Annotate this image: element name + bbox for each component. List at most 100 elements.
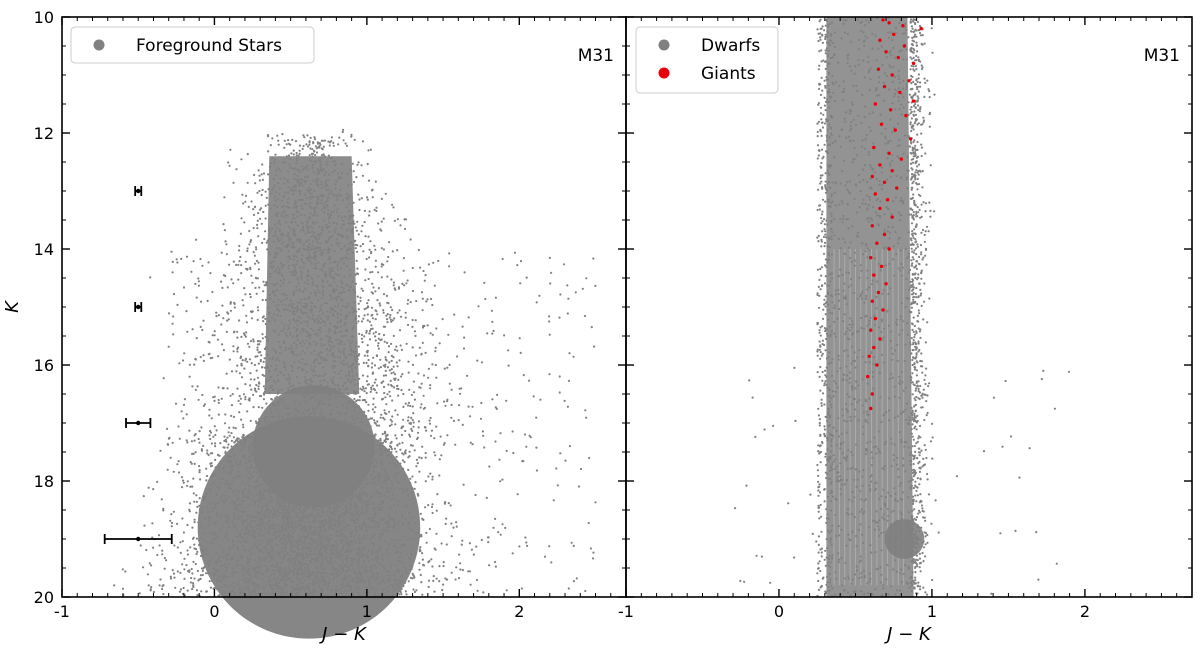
foreground-star-point xyxy=(198,469,201,472)
foreground-star-point xyxy=(357,161,360,164)
foreground-star-point xyxy=(379,439,382,442)
foreground-star-point xyxy=(385,412,388,415)
foreground-star-point xyxy=(357,363,360,366)
foreground-star-point xyxy=(396,249,399,252)
foreground-star-point xyxy=(139,544,142,547)
foreground-star-point xyxy=(408,455,411,458)
foreground-star-point xyxy=(442,443,445,446)
foreground-star-point xyxy=(360,320,364,323)
foreground-star-point xyxy=(246,153,249,156)
foreground-star-point xyxy=(248,345,251,348)
foreground-star-point xyxy=(214,458,217,461)
foreground-star-point xyxy=(195,589,199,592)
foreground-star-point xyxy=(400,348,403,351)
foreground-star-point xyxy=(356,399,359,402)
foreground-star-point xyxy=(226,286,229,289)
foreground-star-point xyxy=(360,164,363,167)
foreground-star-point xyxy=(409,477,412,480)
foreground-star-point xyxy=(389,318,392,321)
foreground-star-point xyxy=(248,358,251,361)
foreground-star-point xyxy=(295,154,298,157)
foreground-star-point xyxy=(395,450,398,453)
foreground-star-point xyxy=(244,293,247,296)
foreground-star-point xyxy=(411,405,414,408)
foreground-star-point xyxy=(371,371,375,374)
foreground-star-point xyxy=(337,143,340,146)
foreground-star-point xyxy=(302,144,305,148)
foreground-star-point xyxy=(380,247,383,250)
foreground-star-point xyxy=(233,306,236,309)
foreground-star-point xyxy=(373,411,376,414)
foreground-star-point xyxy=(226,311,229,314)
foreground-star-point xyxy=(196,594,199,597)
foreground-star-point xyxy=(401,441,404,444)
foreground-star-point xyxy=(242,423,245,426)
foreground-star-point xyxy=(379,416,382,419)
foreground-star-point xyxy=(393,378,396,381)
foreground-star-point xyxy=(378,302,381,305)
foreground-star-point xyxy=(192,452,195,455)
foreground-star-point xyxy=(257,261,260,264)
foreground-star-point xyxy=(238,411,241,414)
foreground-star-point xyxy=(258,189,261,193)
foreground-star-point xyxy=(264,204,267,207)
foreground-star-point xyxy=(202,359,205,362)
foreground-star-point xyxy=(151,522,154,525)
foreground-star-point xyxy=(255,259,258,262)
foreground-star-point xyxy=(371,188,374,191)
foreground-star-point xyxy=(198,441,201,444)
foreground-star-point xyxy=(261,406,264,409)
foreground-star-point xyxy=(315,151,319,154)
foreground-star-point xyxy=(309,136,312,139)
foreground-star-point xyxy=(390,448,393,451)
foreground-star-point xyxy=(415,465,418,468)
foreground-star-point xyxy=(246,410,249,413)
foreground-star-point xyxy=(407,401,411,404)
foreground-star-point xyxy=(185,439,188,442)
foreground-star-point xyxy=(360,197,363,200)
foreground-star-point xyxy=(350,133,353,136)
foreground-star-point xyxy=(480,538,483,542)
foreground-star-point xyxy=(355,229,358,232)
foreground-star-point xyxy=(314,154,317,157)
foreground-star-point xyxy=(199,300,203,303)
foreground-star-point xyxy=(429,472,432,475)
foreground-star-point xyxy=(392,356,395,359)
foreground-star-point xyxy=(376,344,380,347)
foreground-star-point xyxy=(421,341,424,344)
foreground-star-point xyxy=(202,404,205,407)
foreground-star-point xyxy=(207,353,210,356)
foreground-star-point xyxy=(253,205,257,209)
foreground-star-point xyxy=(366,313,369,316)
foreground-star-point xyxy=(368,329,372,332)
foreground-star-point xyxy=(260,222,263,225)
foreground-star-point xyxy=(262,360,265,363)
foreground-star-point xyxy=(266,135,270,138)
foreground-star-point xyxy=(382,311,385,314)
foreground-star-point xyxy=(370,366,373,369)
foreground-star-point xyxy=(422,394,425,397)
foreground-star-point xyxy=(320,154,323,157)
foreground-star-point xyxy=(452,526,455,529)
foreground-star-point xyxy=(163,556,166,560)
foreground-star-point xyxy=(342,139,345,142)
foreground-star-point xyxy=(227,161,230,164)
foreground-star-point xyxy=(225,243,228,246)
foreground-star-point xyxy=(425,531,428,535)
foreground-star-point xyxy=(387,383,390,386)
foreground-star-point xyxy=(267,173,270,176)
foreground-star-point xyxy=(239,255,242,259)
foreground-star-point xyxy=(388,241,391,244)
foreground-star-point xyxy=(459,568,462,571)
foreground-star-point xyxy=(363,390,366,393)
foreground-star-point xyxy=(216,453,219,456)
foreground-star-point xyxy=(350,135,353,138)
foreground-star-point xyxy=(259,217,262,220)
foreground-star-point xyxy=(186,549,189,552)
foreground-star-point xyxy=(392,371,395,374)
foreground-star-point xyxy=(353,222,356,225)
foreground-star-point xyxy=(360,287,363,290)
foreground-star-point xyxy=(246,247,249,250)
foreground-star-point xyxy=(412,380,415,383)
foreground-star-point xyxy=(248,229,251,233)
